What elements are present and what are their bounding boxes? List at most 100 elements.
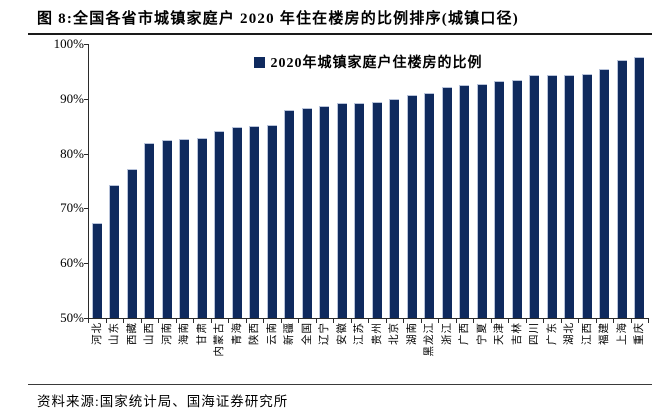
x-axis-label: 重庆 bbox=[633, 322, 645, 345]
x-tick-mark bbox=[211, 319, 212, 323]
x-tick-mark bbox=[368, 319, 369, 323]
bar bbox=[372, 102, 382, 318]
bar bbox=[302, 108, 312, 318]
bar bbox=[424, 93, 434, 318]
x-axis-label: 新疆 bbox=[283, 322, 295, 345]
y-tick-mark bbox=[84, 263, 88, 264]
x-axis-label: 上海 bbox=[616, 322, 628, 345]
y-tick-label: 90% bbox=[60, 91, 84, 106]
x-axis-label: 山西 bbox=[143, 322, 155, 345]
bar bbox=[109, 185, 119, 318]
bar bbox=[232, 127, 242, 318]
x-axis-label: 浙江 bbox=[441, 322, 453, 345]
legend-label: 2020年城镇家庭户住楼房的比例 bbox=[270, 56, 483, 71]
y-tick-label: 50% bbox=[60, 310, 84, 325]
title-divider bbox=[28, 33, 652, 35]
x-tick-mark bbox=[526, 319, 527, 323]
x-tick-mark bbox=[228, 319, 229, 323]
x-axis-label: 陕西 bbox=[248, 322, 260, 345]
x-axis-label: 湖北 bbox=[563, 322, 575, 345]
x-axis-label: 湖南 bbox=[406, 322, 418, 345]
y-tick-mark bbox=[84, 99, 88, 100]
y-tick-label: 60% bbox=[60, 255, 84, 270]
x-tick-mark bbox=[631, 319, 632, 323]
chart-legend: 2020年城镇家庭户住楼房的比例 bbox=[88, 52, 648, 72]
bar bbox=[284, 110, 294, 318]
y-tick-mark bbox=[84, 318, 88, 319]
x-axis-label: 福建 bbox=[598, 322, 610, 345]
x-tick-mark bbox=[176, 319, 177, 323]
x-tick-mark bbox=[648, 319, 649, 323]
x-tick-mark bbox=[438, 319, 439, 323]
x-tick-mark bbox=[543, 319, 544, 323]
bar bbox=[529, 75, 539, 318]
x-tick-mark bbox=[596, 319, 597, 323]
bar bbox=[459, 85, 469, 318]
x-tick-mark bbox=[158, 319, 159, 323]
x-axis-label: 宁夏 bbox=[476, 322, 488, 345]
bar bbox=[267, 125, 277, 318]
x-tick-mark bbox=[193, 319, 194, 323]
x-axis-label: 河南 bbox=[161, 322, 173, 345]
bar bbox=[162, 140, 172, 318]
x-tick-mark bbox=[386, 319, 387, 323]
x-tick-mark bbox=[613, 319, 614, 323]
bar bbox=[407, 95, 417, 318]
x-axis-line bbox=[88, 318, 649, 319]
bar bbox=[197, 138, 207, 318]
x-axis-label: 辽宁 bbox=[318, 322, 330, 345]
bar bbox=[389, 99, 399, 318]
x-axis-label: 江苏 bbox=[353, 322, 365, 345]
x-tick-mark bbox=[246, 319, 247, 323]
x-axis-label: 全国 bbox=[301, 322, 313, 345]
x-tick-mark bbox=[123, 319, 124, 323]
bar bbox=[214, 131, 224, 318]
bar bbox=[92, 223, 102, 318]
x-tick-mark bbox=[561, 319, 562, 323]
bar bbox=[564, 75, 574, 318]
bar bbox=[494, 81, 504, 318]
y-tick-mark bbox=[84, 154, 88, 155]
x-axis-label: 安徽 bbox=[336, 322, 348, 345]
x-axis-label: 广东 bbox=[546, 322, 558, 345]
figure-title: 图 8:全国各省市城镇家庭户 2020 年住在楼房的比例排序(城镇口径) bbox=[37, 11, 519, 27]
bar bbox=[477, 84, 487, 318]
x-axis-label: 江西 bbox=[581, 322, 593, 345]
x-axis-label: 海南 bbox=[178, 322, 190, 345]
bar bbox=[144, 143, 154, 318]
y-tick-label: 70% bbox=[60, 200, 84, 215]
bar bbox=[617, 60, 627, 318]
bar bbox=[582, 74, 592, 318]
bar bbox=[547, 75, 557, 318]
x-axis-label: 青海 bbox=[231, 322, 243, 345]
x-tick-mark bbox=[456, 319, 457, 323]
x-axis-label: 贵州 bbox=[371, 322, 383, 345]
y-tick-label: 80% bbox=[60, 146, 84, 161]
x-axis-label: 四川 bbox=[528, 322, 540, 345]
x-tick-mark bbox=[88, 319, 89, 323]
x-axis-label: 内蒙古 bbox=[213, 322, 225, 357]
source-note: 资料来源:国家统计局、国海证券研究所 bbox=[37, 394, 289, 409]
x-axis-label: 西藏 bbox=[126, 322, 138, 345]
bar bbox=[512, 80, 522, 318]
x-tick-mark bbox=[106, 319, 107, 323]
y-tick-mark bbox=[84, 208, 88, 209]
bar bbox=[249, 126, 259, 318]
x-tick-mark bbox=[298, 319, 299, 323]
x-tick-mark bbox=[491, 319, 492, 323]
x-tick-mark bbox=[351, 319, 352, 323]
x-axis-label: 云南 bbox=[266, 322, 278, 345]
y-tick-label: 100% bbox=[53, 36, 84, 51]
x-axis-label: 黑龙江 bbox=[423, 322, 435, 357]
bar bbox=[354, 103, 364, 318]
y-tick-mark bbox=[84, 44, 88, 45]
x-tick-mark bbox=[508, 319, 509, 323]
bar bbox=[179, 139, 189, 318]
bar bbox=[442, 87, 452, 318]
bar bbox=[634, 57, 644, 318]
y-axis-line bbox=[88, 44, 89, 319]
x-tick-mark bbox=[333, 319, 334, 323]
legend-swatch-icon bbox=[253, 56, 265, 68]
x-axis-label: 吉林 bbox=[511, 322, 523, 345]
